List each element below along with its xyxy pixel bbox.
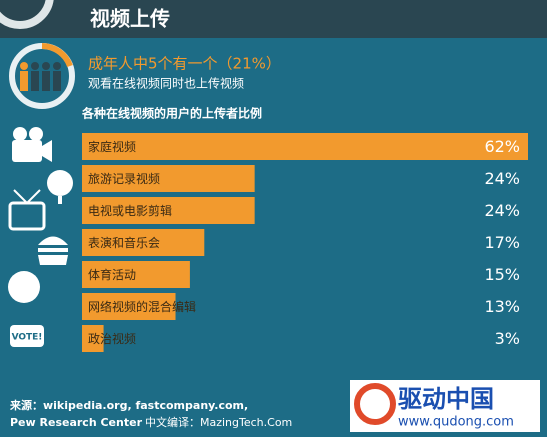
logo-url: www.qudong.com [398,415,514,430]
credit: 中文编译：MazingTech.Com [145,415,292,429]
svg-text:VOTE!: VOTE! [12,333,43,343]
bar [82,229,205,256]
category-label: 家庭视频 [88,139,136,154]
subtitle-highlight: 成年人中5个有一个（21%） [88,55,281,73]
category-icons: VOTE! [8,127,73,347]
people-icon [9,43,75,109]
value-label: 24% [484,201,520,220]
subtitle: 观看在线视频同时也上传视频 [88,76,244,91]
value-label: 15% [484,265,520,284]
value-label: 13% [484,297,520,316]
bar [82,293,176,320]
bar [82,261,190,288]
bar [82,165,255,192]
category-label: 表演和音乐会 [88,235,160,250]
category-label: 政治视频 [88,331,136,346]
header-icon [0,0,54,29]
logo-mark [354,383,396,425]
category-label: 电视或电影剪辑 [88,203,172,218]
category-label: 旅游记录视频 [88,171,160,186]
value-label: 3% [495,329,520,348]
chart-title: 各种在线视频的用户的上传者比例 [81,106,262,121]
value-label: 17% [484,233,520,252]
header-title: 视频上传 [90,7,170,31]
value-label: 62% [484,137,520,156]
value-label: 24% [484,169,520,188]
bar [82,197,255,224]
category-label: 体育活动 [88,267,136,282]
bar [82,133,528,160]
header-bar [0,0,547,38]
category-label: 网络视频的混合编辑 [88,299,196,314]
logo-name: 驱动中国 [398,385,494,413]
source-line: 来源：wikipedia.org, fastcompany.com, [9,398,248,412]
source-line: Pew Research Center [10,416,143,429]
bar [82,325,104,352]
